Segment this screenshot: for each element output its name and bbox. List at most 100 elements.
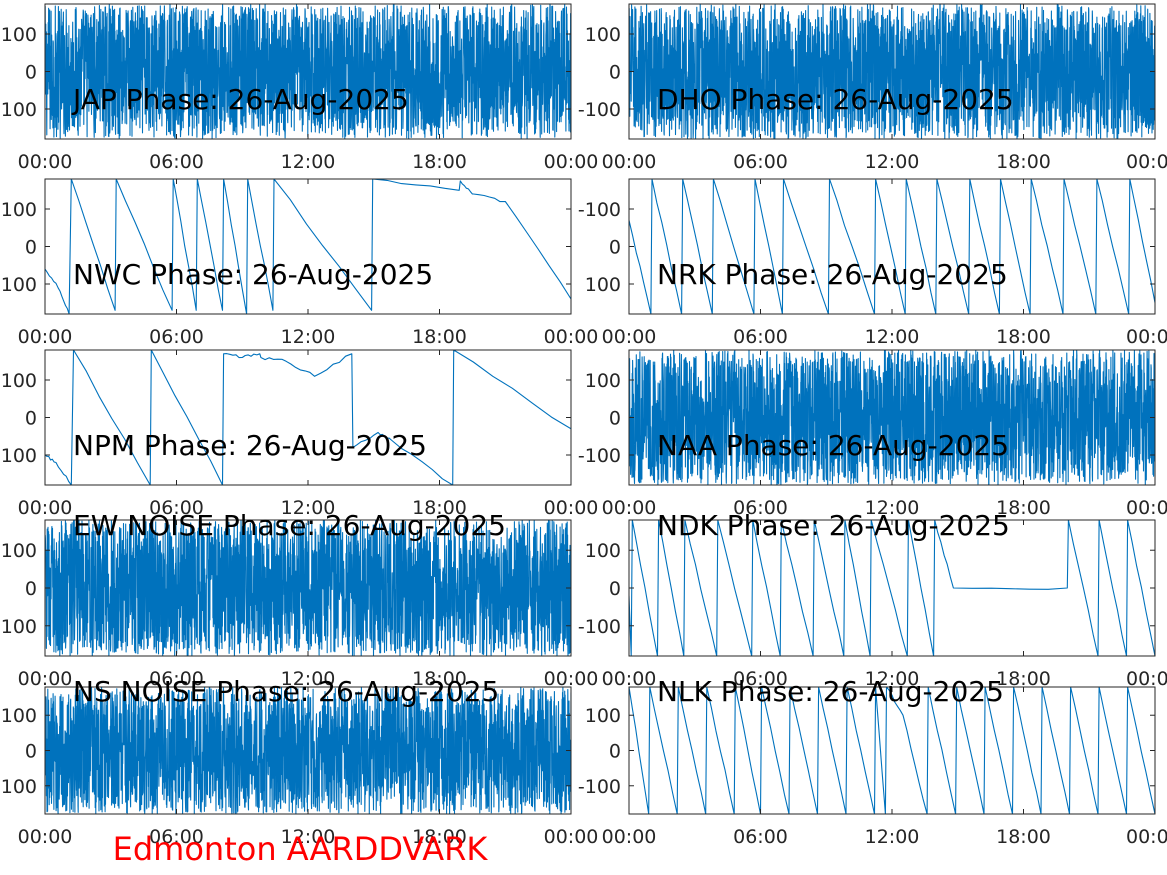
y-tick-label: 0 <box>25 62 37 84</box>
x-tick-label: 12:00 <box>865 497 920 519</box>
x-tick-label: 00:00 <box>544 668 599 690</box>
x-tick-label: 12:00 <box>865 326 920 348</box>
x-tick-label: 18:00 <box>996 326 1051 348</box>
x-tick-label: 18:00 <box>412 497 467 519</box>
panel-title: DHO Phase: 26-Aug-2025 <box>657 83 1014 116</box>
x-tick-label: 00:00 <box>602 326 657 348</box>
x-tick-label: 12:00 <box>865 826 920 848</box>
x-tick-label: 06:00 <box>733 668 788 690</box>
y-tick-label: -100 <box>578 99 621 121</box>
panel-7: 100 0 100 00:00 06:00 12:00 18:00 00:00 EW NOISE… <box>1 509 599 690</box>
y-tick-label: 100 <box>585 705 621 727</box>
y-tick-label: -100 <box>578 445 621 467</box>
panel-title: JAP Phase: 26-Aug-2025 <box>71 83 409 116</box>
panel-1: 100 0 100 00:00 06:00 12:00 18:00 00:00 JAP Phas… <box>1 3 599 173</box>
x-tick-label: 00:00 <box>544 326 599 348</box>
y-tick-label: 100 <box>1 776 37 798</box>
phase-series-line <box>45 4 571 139</box>
x-tick-label: 18:00 <box>412 668 467 690</box>
y-tick-label: 100 <box>1 370 37 392</box>
x-tick-label: 00:00 <box>18 326 73 348</box>
y-tick-label: 0 <box>25 741 37 763</box>
x-tick-label: 12:00 <box>281 151 336 173</box>
y-tick-label: -100 <box>578 776 621 798</box>
axes-box <box>44 349 572 486</box>
phase-series-line <box>629 179 1155 314</box>
y-tick-label: 100 <box>1 274 37 296</box>
x-tick-label: 12:00 <box>281 497 336 519</box>
x-tick-label: 00:00 <box>1126 497 1167 519</box>
x-tick-label: 06:00 <box>149 326 204 348</box>
y-tick-label: -100 <box>578 199 621 221</box>
y-tick-label: 0 <box>609 237 621 259</box>
panel-title: NS NOISE Phase: 26-Aug-2025 <box>73 675 499 708</box>
x-tick-label: 06:00 <box>733 326 788 348</box>
x-tick-label: 00:00 <box>544 497 599 519</box>
phase-series-line <box>45 350 571 485</box>
y-tick-label: 0 <box>609 578 621 600</box>
x-tick-label: 12:00 <box>865 151 920 173</box>
x-tick-label: 18:00 <box>412 326 467 348</box>
panel-10: -100 0 100 00:00 06:00 12:00 18:00 00:00 NLK Pha… <box>578 675 1167 848</box>
y-tick-label: 100 <box>1 24 37 46</box>
panels: 100 0 100 00:00 06:00 12:00 18:00 00:00 JAP Phas… <box>1 3 1167 848</box>
y-tick-label: 100 <box>1 99 37 121</box>
y-tick-label: 0 <box>609 62 621 84</box>
panel-9: 100 0 100 00:00 06:00 12:00 18:00 00:00 NS NOISE… <box>1 675 599 848</box>
x-tick-label: 18:00 <box>412 826 467 848</box>
x-tick-label: 18:00 <box>412 151 467 173</box>
y-tick-label: 0 <box>609 408 621 430</box>
x-tick-label: 00:00 <box>544 151 599 173</box>
figure-footer: Edmonton AARDDVARK <box>113 830 489 868</box>
panel-6: -100 0 100 00:00 06:00 12:00 18:00 00:00 NAA Pha… <box>578 349 1167 519</box>
x-tick-label: 00:00 <box>18 826 73 848</box>
x-tick-label: 18:00 <box>996 826 1051 848</box>
x-tick-label: 00:00 <box>18 668 73 690</box>
y-tick-label: 100 <box>585 370 621 392</box>
phase-series-line <box>629 687 1155 814</box>
phase-series-line <box>45 520 571 656</box>
phase-series-line <box>45 687 571 814</box>
x-tick-label: 00:00 <box>602 826 657 848</box>
panel-title: NPM Phase: 26-Aug-2025 <box>73 429 427 462</box>
x-tick-label: 12:00 <box>281 668 336 690</box>
panel-4: 100 0 -100 00:00 06:00 12:00 18:00 00:00 NRK Pha… <box>578 178 1167 348</box>
y-tick-label: 100 <box>1 540 37 562</box>
x-tick-label: 18:00 <box>996 497 1051 519</box>
phase-series-line <box>629 520 1155 656</box>
panel-title: NRK Phase: 26-Aug-2025 <box>657 258 1008 291</box>
x-tick-label: 00:00 <box>602 668 657 690</box>
y-tick-label: 0 <box>25 408 37 430</box>
y-tick-label: 100 <box>585 540 621 562</box>
x-tick-label: 00:00 <box>18 151 73 173</box>
phase-series-line <box>629 4 1155 139</box>
y-tick-label: 100 <box>585 274 621 296</box>
panel-3: 100 0 100 00:00 06:00 12:00 18:00 00:00 NWC Phas… <box>1 178 599 348</box>
panel-title: NLK Phase: 26-Aug-2025 <box>657 675 1004 708</box>
panel-8: -100 0 100 00:00 06:00 12:00 18:00 00:00 NDK Pha… <box>578 509 1167 690</box>
panel-title: EW NOISE Phase: 26-Aug-2025 <box>73 509 506 542</box>
x-tick-label: 00:00 <box>1126 151 1167 173</box>
x-tick-label: 06:00 <box>149 826 204 848</box>
y-tick-label: 100 <box>1 445 37 467</box>
y-tick-label: -100 <box>578 616 621 638</box>
x-tick-label: 00:00 <box>602 151 657 173</box>
phase-series-line <box>45 179 571 314</box>
x-tick-label: 00:00 <box>1126 668 1167 690</box>
x-tick-label: 00:00 <box>602 497 657 519</box>
y-tick-label: 100 <box>1 199 37 221</box>
y-tick-label: 100 <box>1 705 37 727</box>
y-tick-label: 100 <box>585 24 621 46</box>
panel-title: NDK Phase: 26-Aug-2025 <box>657 509 1010 542</box>
phase-series-line <box>629 350 1155 485</box>
x-tick-label: 12:00 <box>865 668 920 690</box>
x-tick-label: 12:00 <box>281 326 336 348</box>
panel-title: NWC Phase: 26-Aug-2025 <box>73 258 433 291</box>
y-tick-label: 0 <box>609 741 621 763</box>
axes-box <box>44 178 572 315</box>
x-tick-label: 00:00 <box>1126 826 1167 848</box>
y-tick-label: 0 <box>25 237 37 259</box>
panel-2: -100 0 100 00:00 06:00 12:00 18:00 00:00 DHO Pha… <box>578 3 1167 173</box>
x-tick-label: 18:00 <box>996 151 1051 173</box>
